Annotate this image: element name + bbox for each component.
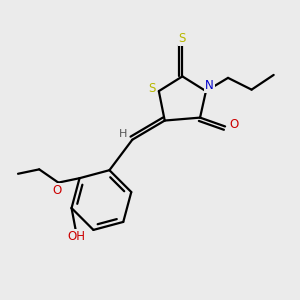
Text: S: S bbox=[149, 82, 156, 95]
Text: H: H bbox=[119, 129, 127, 139]
Text: OH: OH bbox=[68, 230, 86, 242]
Text: O: O bbox=[52, 184, 62, 197]
Text: O: O bbox=[229, 118, 239, 130]
Text: N: N bbox=[205, 79, 214, 92]
Text: S: S bbox=[179, 32, 186, 46]
Text: H: H bbox=[73, 232, 82, 244]
